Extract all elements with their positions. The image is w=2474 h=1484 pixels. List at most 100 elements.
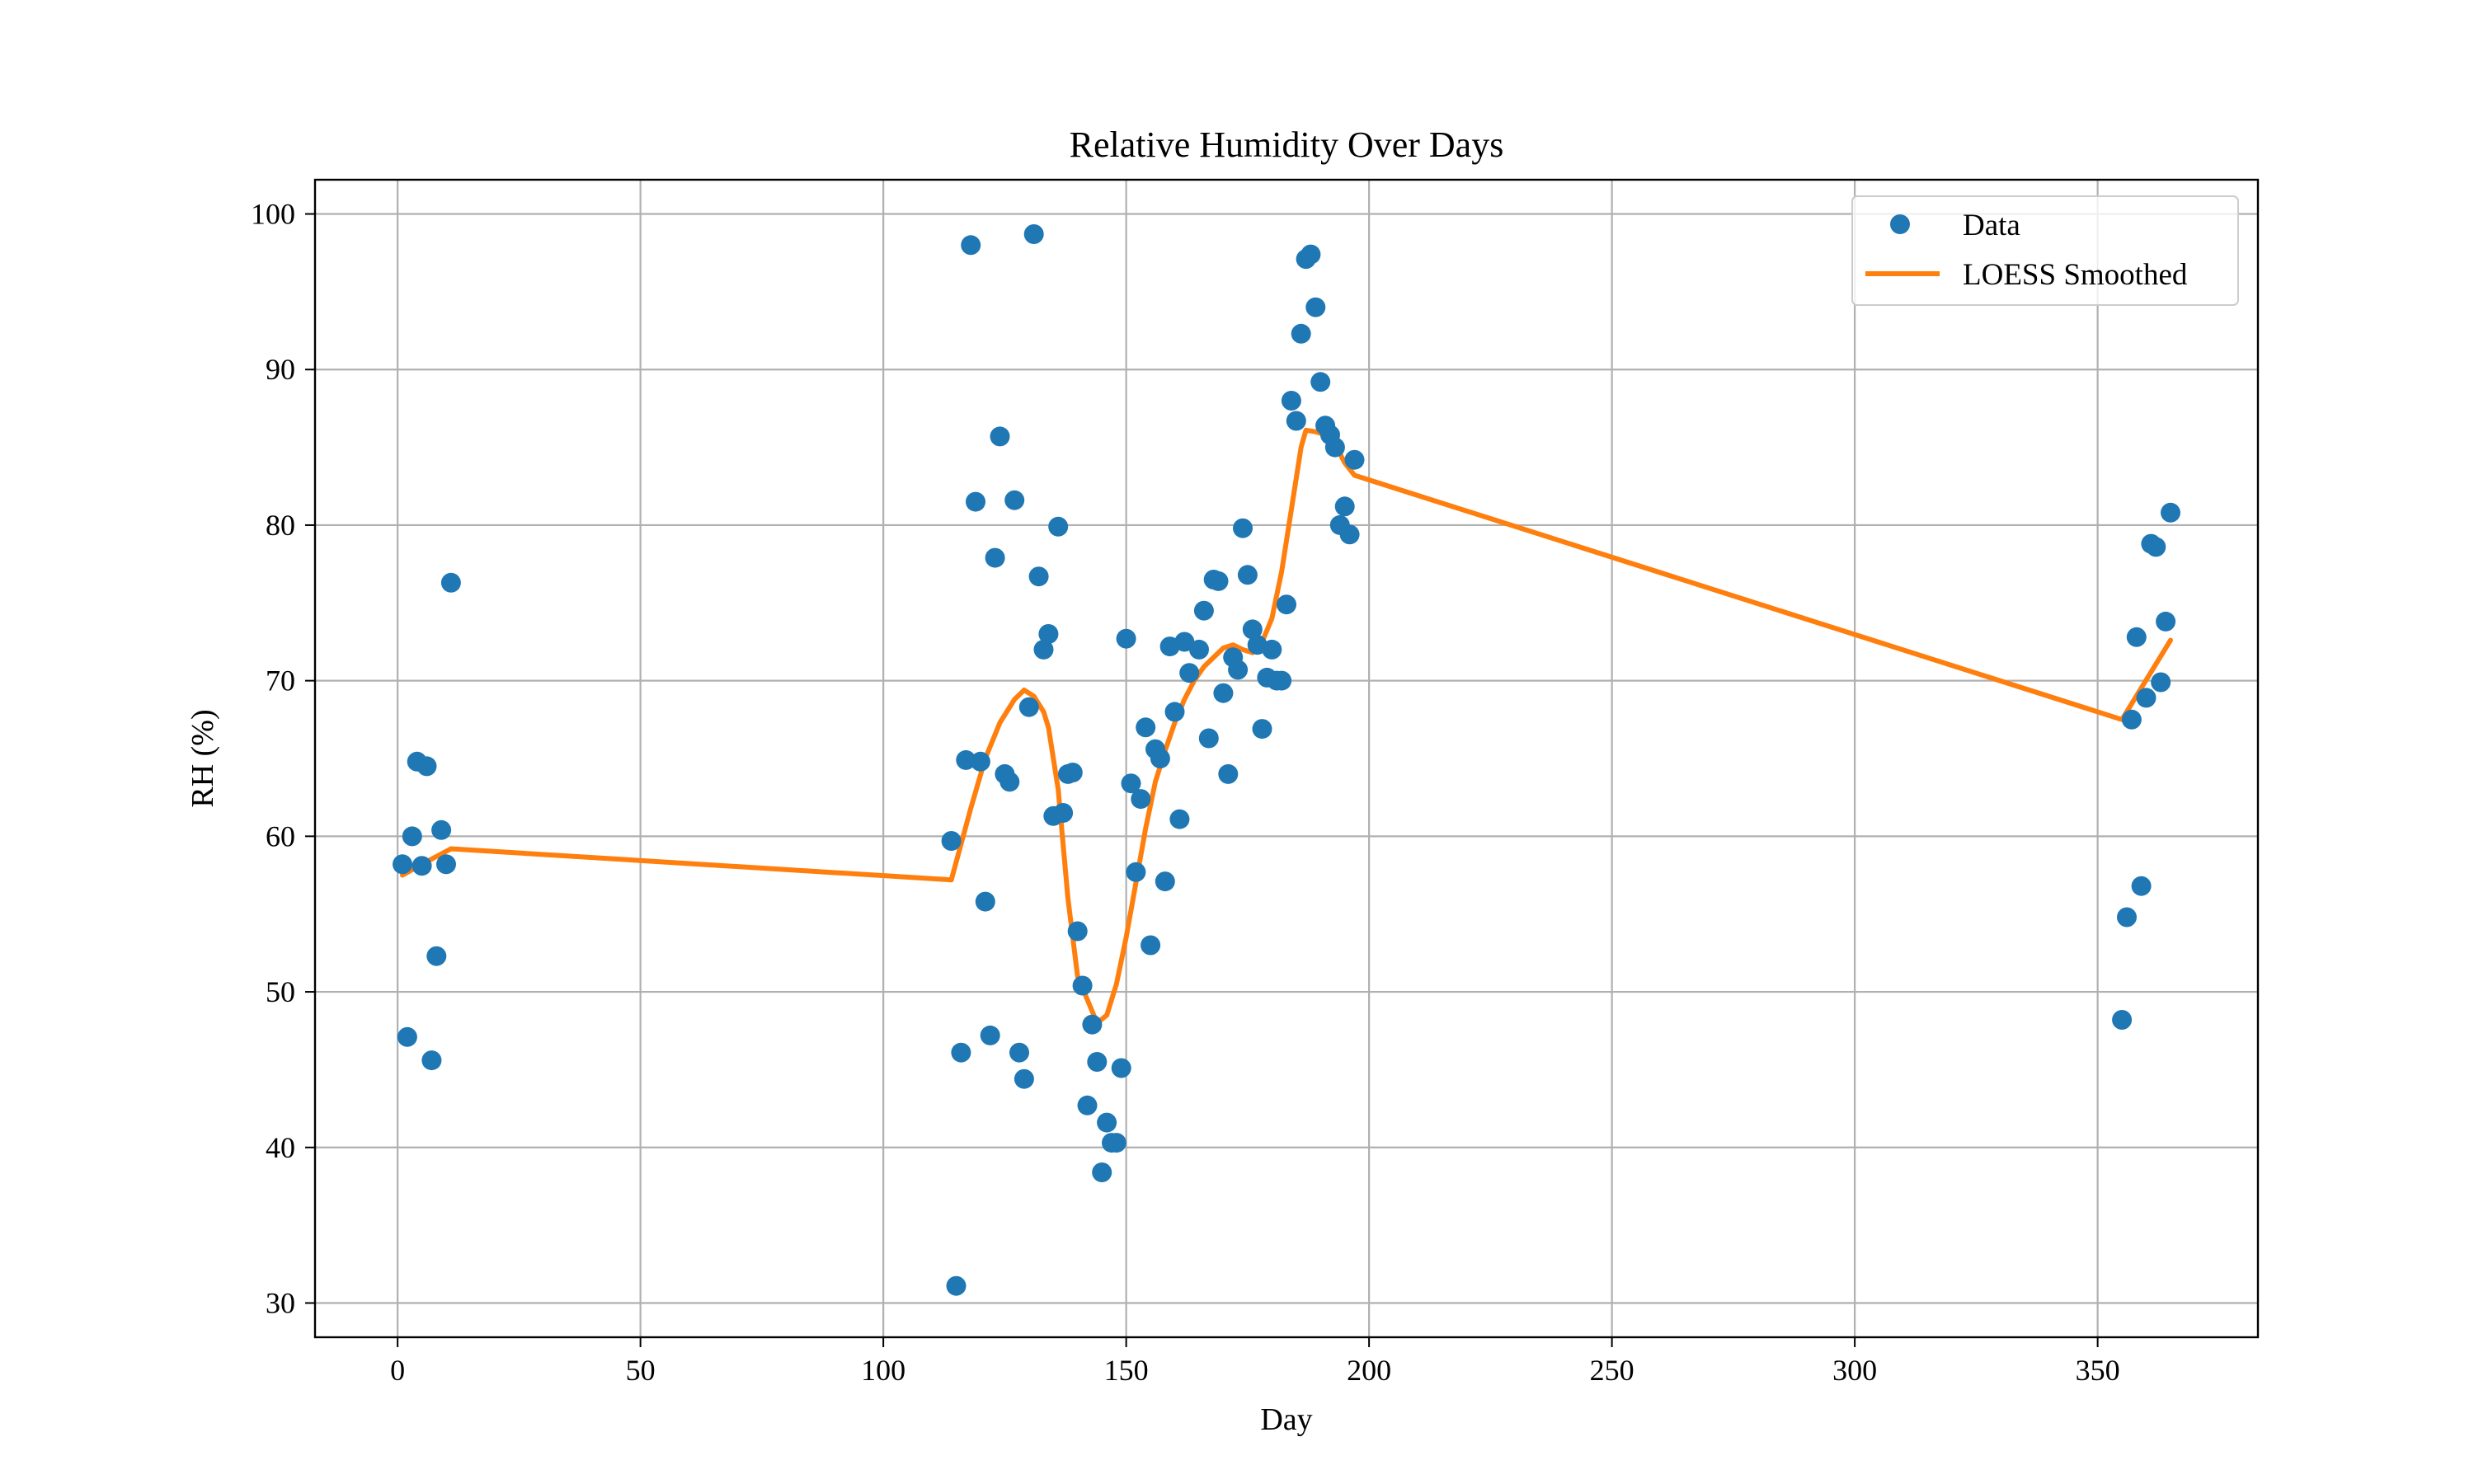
data-point [946, 1275, 967, 1296]
legend-box [1851, 195, 2239, 306]
data-point [951, 1042, 971, 1063]
data-point [1208, 571, 1229, 591]
axis-ticks: 0 50 100 150 200 250 300 350 30 40 50 60 70 80 90 100 [251, 198, 2120, 1387]
data-point [2136, 688, 2157, 708]
data-point [1344, 449, 1365, 470]
data-point [1324, 437, 1345, 458]
y-tick-label: 50 [266, 975, 295, 1008]
data-point [1233, 518, 1253, 538]
data-point [1179, 663, 1200, 683]
data-point [2117, 907, 2137, 928]
data-point [1018, 697, 1039, 717]
data-point [2131, 876, 2152, 896]
data-point [1111, 1058, 1131, 1078]
data-point [426, 946, 447, 966]
data-point [431, 819, 452, 840]
data-point [985, 547, 1005, 568]
y-tick-label: 100 [251, 198, 295, 231]
data-point [1218, 763, 1239, 784]
data-point [2161, 502, 2180, 523]
x-tick-label: 100 [861, 1354, 905, 1387]
data-point [1281, 391, 1301, 411]
data-point [966, 491, 985, 512]
data-point [1038, 624, 1059, 644]
data-point [1033, 639, 1054, 660]
data-point [2121, 709, 2142, 730]
data-point [1106, 1133, 1126, 1153]
data-point [1009, 1042, 1029, 1063]
data-point [1228, 660, 1249, 680]
data-point [1339, 524, 1360, 545]
data-point [1237, 565, 1258, 585]
y-tick-label: 30 [266, 1286, 295, 1319]
x-axis-label: Day [1260, 1402, 1312, 1437]
data-point [1155, 871, 1175, 892]
legend-data-marker [1890, 214, 1910, 234]
legend: Data LOESS Smoothed [1851, 195, 2239, 306]
x-tick-label: 300 [1832, 1354, 1877, 1387]
data-point [2156, 611, 2176, 632]
data-point [1164, 702, 1185, 722]
data-point [436, 854, 456, 875]
data-point [1077, 1095, 1098, 1115]
data-point [1198, 728, 1219, 749]
data-point [1048, 516, 1069, 537]
data-point [416, 756, 437, 777]
data-points-layer [393, 224, 2180, 1296]
data-point [941, 831, 962, 851]
data-point [1028, 566, 1049, 587]
data-point [1067, 921, 1088, 942]
data-point [1062, 763, 1083, 782]
data-point [2151, 672, 2171, 693]
data-point [970, 751, 990, 772]
data-point [990, 426, 1010, 447]
data-point [1136, 717, 1156, 738]
data-point [1252, 719, 1272, 740]
data-point [1150, 749, 1170, 768]
data-point [1116, 628, 1136, 649]
data-point [1092, 1162, 1112, 1182]
data-point [1305, 297, 1326, 317]
data-point [440, 572, 461, 593]
y-tick-label: 60 [266, 819, 295, 852]
x-tick-label: 50 [626, 1354, 656, 1387]
data-point [1126, 862, 1146, 882]
data-point [1087, 1052, 1108, 1072]
data-point [1174, 632, 1195, 652]
data-point [1286, 411, 1306, 431]
data-point [1141, 935, 1161, 956]
plot-frame [313, 178, 2260, 1339]
data-point [1082, 1014, 1103, 1035]
data-point [2112, 1010, 2133, 1030]
legend-loess-label: LOESS Smoothed [1963, 258, 2188, 292]
legend-data-label: Data [1963, 209, 2020, 242]
data-point [393, 854, 412, 875]
data-point [1004, 490, 1025, 510]
data-point [1334, 496, 1355, 517]
data-point [999, 772, 1020, 792]
y-tick-label: 90 [266, 353, 295, 386]
y-tick-label: 80 [266, 509, 295, 542]
data-point [1242, 619, 1263, 640]
data-point [980, 1025, 1000, 1045]
data-point [1131, 789, 1151, 810]
data-point [961, 235, 981, 256]
data-point [1014, 1068, 1034, 1089]
x-tick-label: 200 [1347, 1354, 1391, 1387]
data-point [421, 1050, 442, 1071]
data-point [1262, 639, 1282, 660]
data-point [1310, 372, 1331, 392]
data-point [1189, 639, 1209, 660]
data-point [975, 891, 995, 912]
data-point [1053, 803, 1074, 823]
data-point [2146, 537, 2166, 557]
y-tick-label: 70 [266, 665, 295, 697]
data-point [1213, 683, 1234, 703]
data-point [1169, 809, 1190, 829]
y-axis-label: RH (%) [186, 709, 220, 807]
chart-title: Relative Humidity Over Days [1070, 124, 1504, 165]
data-point [1072, 975, 1093, 996]
data-point [956, 749, 976, 770]
data-point [402, 826, 422, 847]
